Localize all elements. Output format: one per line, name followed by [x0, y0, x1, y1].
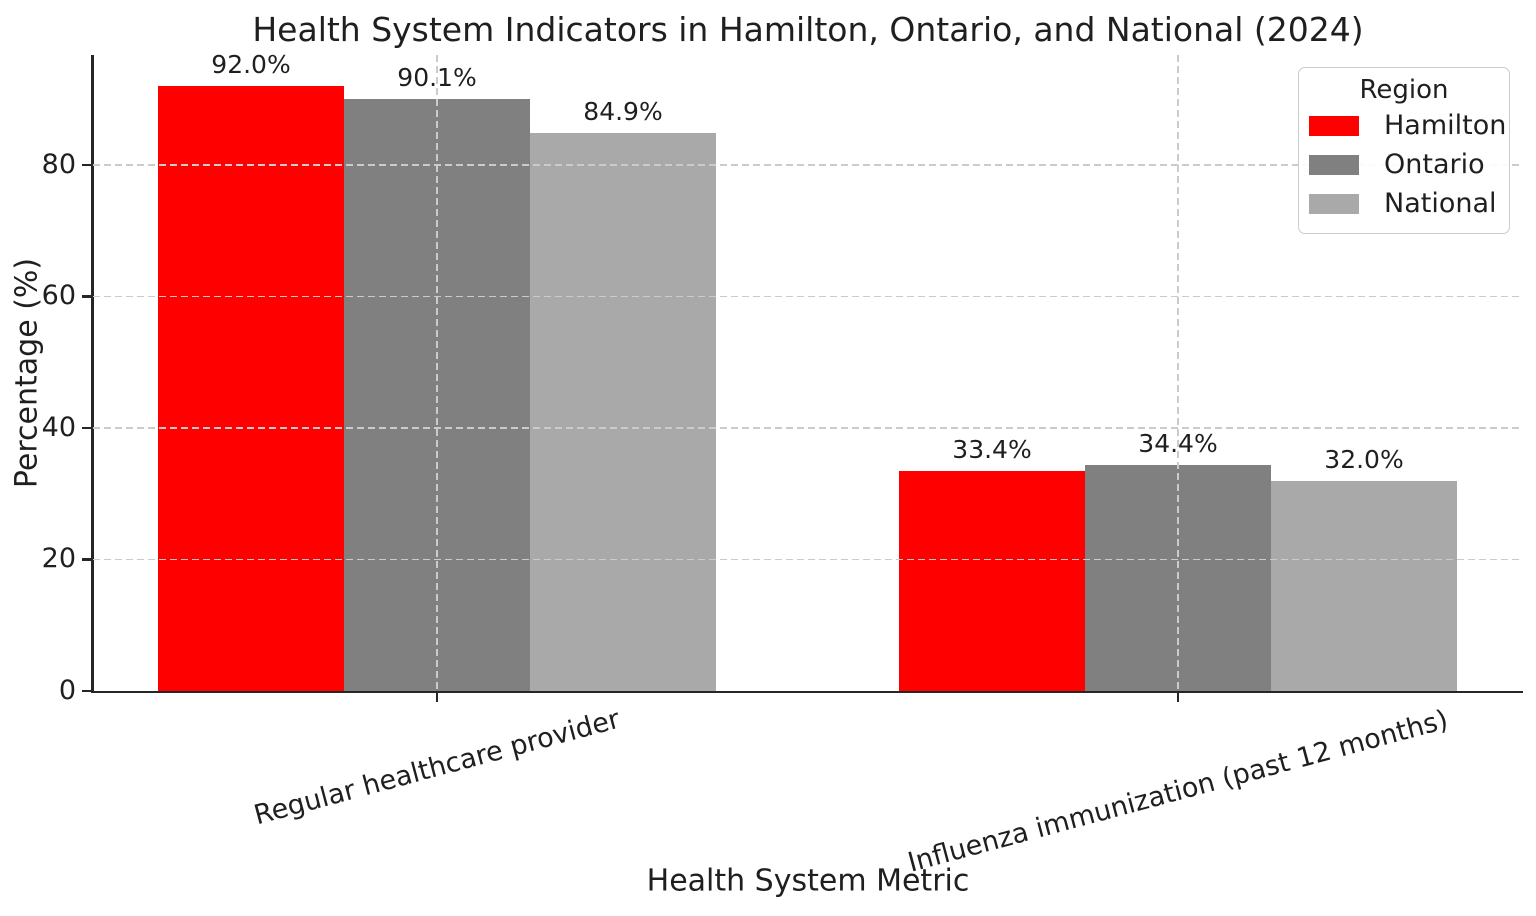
gridline-y-20: [93, 558, 1523, 561]
bar-value-label: 32.0%: [1324, 444, 1404, 474]
bar-national-0: [530, 132, 716, 691]
chart-title: Health System Indicators in Hamilton, On…: [252, 10, 1364, 49]
x-tick-0: [435, 693, 439, 702]
gridline-y-40: [93, 427, 1523, 429]
bar-hamilton-1: [899, 471, 1085, 691]
y-tick-60: [82, 295, 91, 298]
y-tick-label: 0: [58, 675, 76, 706]
gridline-y-80: [93, 164, 1523, 166]
legend-row-national: National: [1299, 184, 1509, 223]
legend: Region Hamilton Ontario National: [1298, 67, 1510, 234]
bar-hamilton-0: [158, 86, 344, 691]
gridline-y-60: [93, 295, 1523, 298]
bar-national-1: [1271, 480, 1457, 691]
gridline-x-0: [436, 55, 438, 691]
y-tick-0: [82, 689, 91, 693]
x-tick-label-0: Regular healthcare provider: [250, 703, 624, 832]
legend-swatch-ontario: [1309, 154, 1359, 175]
y-tick-20: [82, 558, 91, 561]
bar-value-label: 84.9%: [583, 96, 663, 126]
bar-value-label: 33.4%: [952, 435, 1032, 465]
y-tick-80: [82, 163, 91, 167]
legend-swatch-national: [1309, 193, 1359, 214]
y-tick-label: 80: [41, 148, 76, 180]
gridline-x-1: [1177, 55, 1179, 691]
y-tick-label: 60: [41, 280, 76, 312]
bar-value-label: 34.4%: [1138, 428, 1218, 458]
y-axis-spine: [91, 55, 94, 693]
legend-row-hamilton: Hamilton: [1299, 106, 1509, 145]
x-axis-label: Health System Metric: [646, 863, 970, 899]
y-tick-label: 20: [41, 543, 76, 575]
bar-value-label: 90.1%: [397, 62, 477, 92]
x-tick-1: [1176, 693, 1180, 702]
legend-title: Region: [1359, 75, 1449, 105]
legend-swatch-hamilton: [1309, 115, 1359, 136]
legend-label-ontario: Ontario: [1384, 149, 1485, 180]
legend-label-hamilton: Hamilton: [1384, 110, 1507, 141]
bar-value-label: 92.0%: [211, 50, 291, 79]
plot-area: [82, 55, 1523, 702]
legend-row-ontario: Ontario: [1299, 145, 1509, 184]
x-tick-label-1: Influenza immunization (past 12 months): [904, 703, 1452, 879]
legend-label-national: National: [1384, 188, 1497, 219]
x-axis-spine: [91, 690, 1523, 693]
y-tick-label: 40: [41, 411, 76, 443]
y-tick-40: [82, 426, 91, 430]
